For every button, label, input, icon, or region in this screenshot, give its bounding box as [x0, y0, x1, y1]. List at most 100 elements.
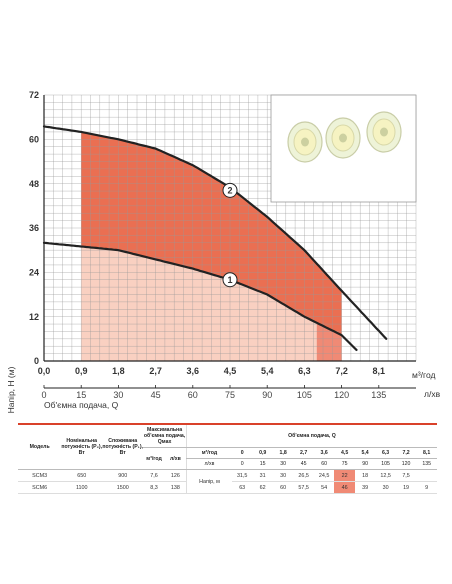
flow-m3h-cell: 3,6	[313, 447, 335, 459]
flow-lmin-cell: 60	[313, 458, 335, 470]
series-line-2	[42, 125, 388, 340]
head-cell: 63	[231, 481, 253, 494]
series-line-1	[42, 241, 358, 351]
header-flow-group: Об'ємна подача, Q	[185, 423, 437, 448]
flow-m3h-cell: 6,3	[375, 447, 396, 459]
y-axis-label: Напір, H (м)	[6, 366, 16, 413]
x-tick-label-lmin: 90	[262, 390, 272, 400]
header-flow-m3h: м³/год	[185, 447, 232, 459]
y-tick-label: 60	[29, 135, 39, 145]
header-flow-lmin: л/хв	[185, 458, 232, 470]
x-tick-label-m3h: 7,2	[335, 366, 348, 376]
p2-cell: 650	[61, 469, 103, 482]
flow-m3h-cell: 0,9	[252, 447, 273, 459]
header-p2: Номінальна потужність (P₂), Вт	[61, 423, 103, 470]
y-tick-label: 48	[29, 179, 39, 189]
x-tick-label-lmin: 120	[334, 390, 349, 400]
head-cell: 24,5	[313, 469, 335, 482]
x-tick-label-m3h: 8,1	[373, 366, 386, 376]
head-cell: 19	[395, 481, 417, 494]
series-marker-1	[222, 272, 238, 288]
model-cell: SCM3	[18, 469, 62, 482]
flow-m3h-cell: 1,8	[272, 447, 294, 459]
head-cell: 54	[313, 481, 335, 494]
head-cell: 7,5	[395, 469, 417, 482]
x-tick-label-lmin: 15	[76, 390, 86, 400]
y-tick-label: 0	[34, 356, 39, 366]
x-tick-label-lmin: 135	[371, 390, 386, 400]
flow-m3h-cell: 2,7	[293, 447, 314, 459]
series-label-2: 2	[227, 186, 232, 196]
head-cell-highlight: 46	[334, 481, 355, 494]
head-cell: 18	[354, 469, 376, 482]
header-qmax: Максимальна об'ємна подача, Qмах	[143, 423, 187, 448]
x-tick-label-m3h: 2,7	[149, 366, 162, 376]
pump-performance-chart: 12 01224364860720,000,9151,8302,7453,660…	[6, 90, 441, 413]
spec-table: Модель Номінальна потужність (P₂), Вт Сп…	[18, 423, 437, 494]
table-row: SCM3 650 900 7,6 126 Напір, м 31,5 31 30…	[18, 469, 437, 494]
x-tick-label-lmin: 75	[225, 390, 235, 400]
head-cell: 60	[272, 481, 294, 494]
head-cell: 30	[272, 469, 294, 482]
flow-lmin-cell: 15	[252, 458, 273, 470]
series-label-1: 1	[227, 275, 232, 285]
flow-m3h-cell: 5,4	[354, 447, 376, 459]
x-axis-label: Об'ємна подача, Q	[44, 400, 119, 410]
y-tick-label: 12	[29, 312, 39, 322]
head-cell: 30	[375, 481, 396, 494]
p2-cell: 1100	[61, 481, 103, 494]
head-cell: 26,5	[293, 469, 314, 482]
qmax-lmin-cell: 126	[164, 469, 187, 482]
flow-lmin-cell: 120	[395, 458, 417, 470]
x-tick-label-lmin: 0	[41, 390, 46, 400]
x-tick-label-m3h: 6,3	[298, 366, 311, 376]
y-tick-label: 72	[29, 90, 39, 100]
flow-lmin-cell: 45	[293, 458, 314, 470]
qmax-m3h-cell: 7,6	[143, 469, 165, 482]
flow-m3h-cell: 4,5	[334, 447, 355, 459]
y-tick-label: 24	[29, 268, 39, 278]
flow-lmin-cell: 0	[231, 458, 253, 470]
x-tick-label-lmin: 30	[113, 390, 123, 400]
flow-m3h-cell: 7,2	[395, 447, 417, 459]
model-cell: SCM6	[18, 481, 62, 494]
x-tick-label-lmin: 105	[297, 390, 312, 400]
x-tick-label-lmin: 60	[188, 390, 198, 400]
header-qmax-m3h: м³/год	[143, 447, 165, 470]
header-model: Модель	[18, 423, 62, 470]
p1-cell: 1500	[102, 481, 144, 494]
header-p1: Споживана потужність (P₁), Вт	[102, 423, 144, 470]
axis-labels: Напір, H (м) Об'ємна подача, Q м³/год л/…	[6, 366, 441, 413]
flow-m3h-cell: 8,1	[416, 447, 437, 459]
head-cell: 62	[252, 481, 273, 494]
head-cell: 39	[354, 481, 376, 494]
flow-m3h-cell: 0	[231, 447, 253, 459]
x-tick-label-m3h: 4,5	[224, 366, 237, 376]
flow-lmin-cell: 30	[272, 458, 294, 470]
table-row: SCM6 1100 1500 8,3 138 63 62 60 57,5 54 …	[18, 481, 437, 494]
x-tick-label-m3h: 0,0	[38, 366, 51, 376]
curves: 12	[42, 125, 388, 351]
x-tick-label-m3h: 3,6	[187, 366, 200, 376]
x-tick-label-lmin: 45	[151, 390, 161, 400]
y-tick-label: 36	[29, 223, 39, 233]
impeller-image	[287, 111, 402, 163]
x-tick-label-m3h: 1,8	[112, 366, 125, 376]
head-cell	[416, 469, 437, 482]
flow-lmin-cell: 90	[354, 458, 376, 470]
head-label: Напір, м	[185, 469, 232, 494]
head-cell: 31	[252, 469, 273, 482]
flow-lmin-cell: 135	[416, 458, 437, 470]
flow-lmin-cell: 75	[334, 458, 355, 470]
head-cell: 31,5	[231, 469, 253, 482]
axes: 01224364860720,000,9151,8302,7453,6604,5…	[29, 90, 416, 400]
head-cell: 9	[416, 481, 437, 494]
qmax-lmin-cell: 138	[164, 481, 187, 494]
x-unit-m3h: м³/год	[412, 370, 435, 380]
qmax-m3h-cell: 8,3	[143, 481, 165, 494]
flow-lmin-cell: 105	[375, 458, 396, 470]
head-cell: 57,5	[293, 481, 314, 494]
head-cell-highlight: 22	[334, 469, 355, 482]
header-qmax-lmin: л/хв	[164, 447, 187, 470]
x-tick-label-m3h: 5,4	[261, 366, 274, 376]
